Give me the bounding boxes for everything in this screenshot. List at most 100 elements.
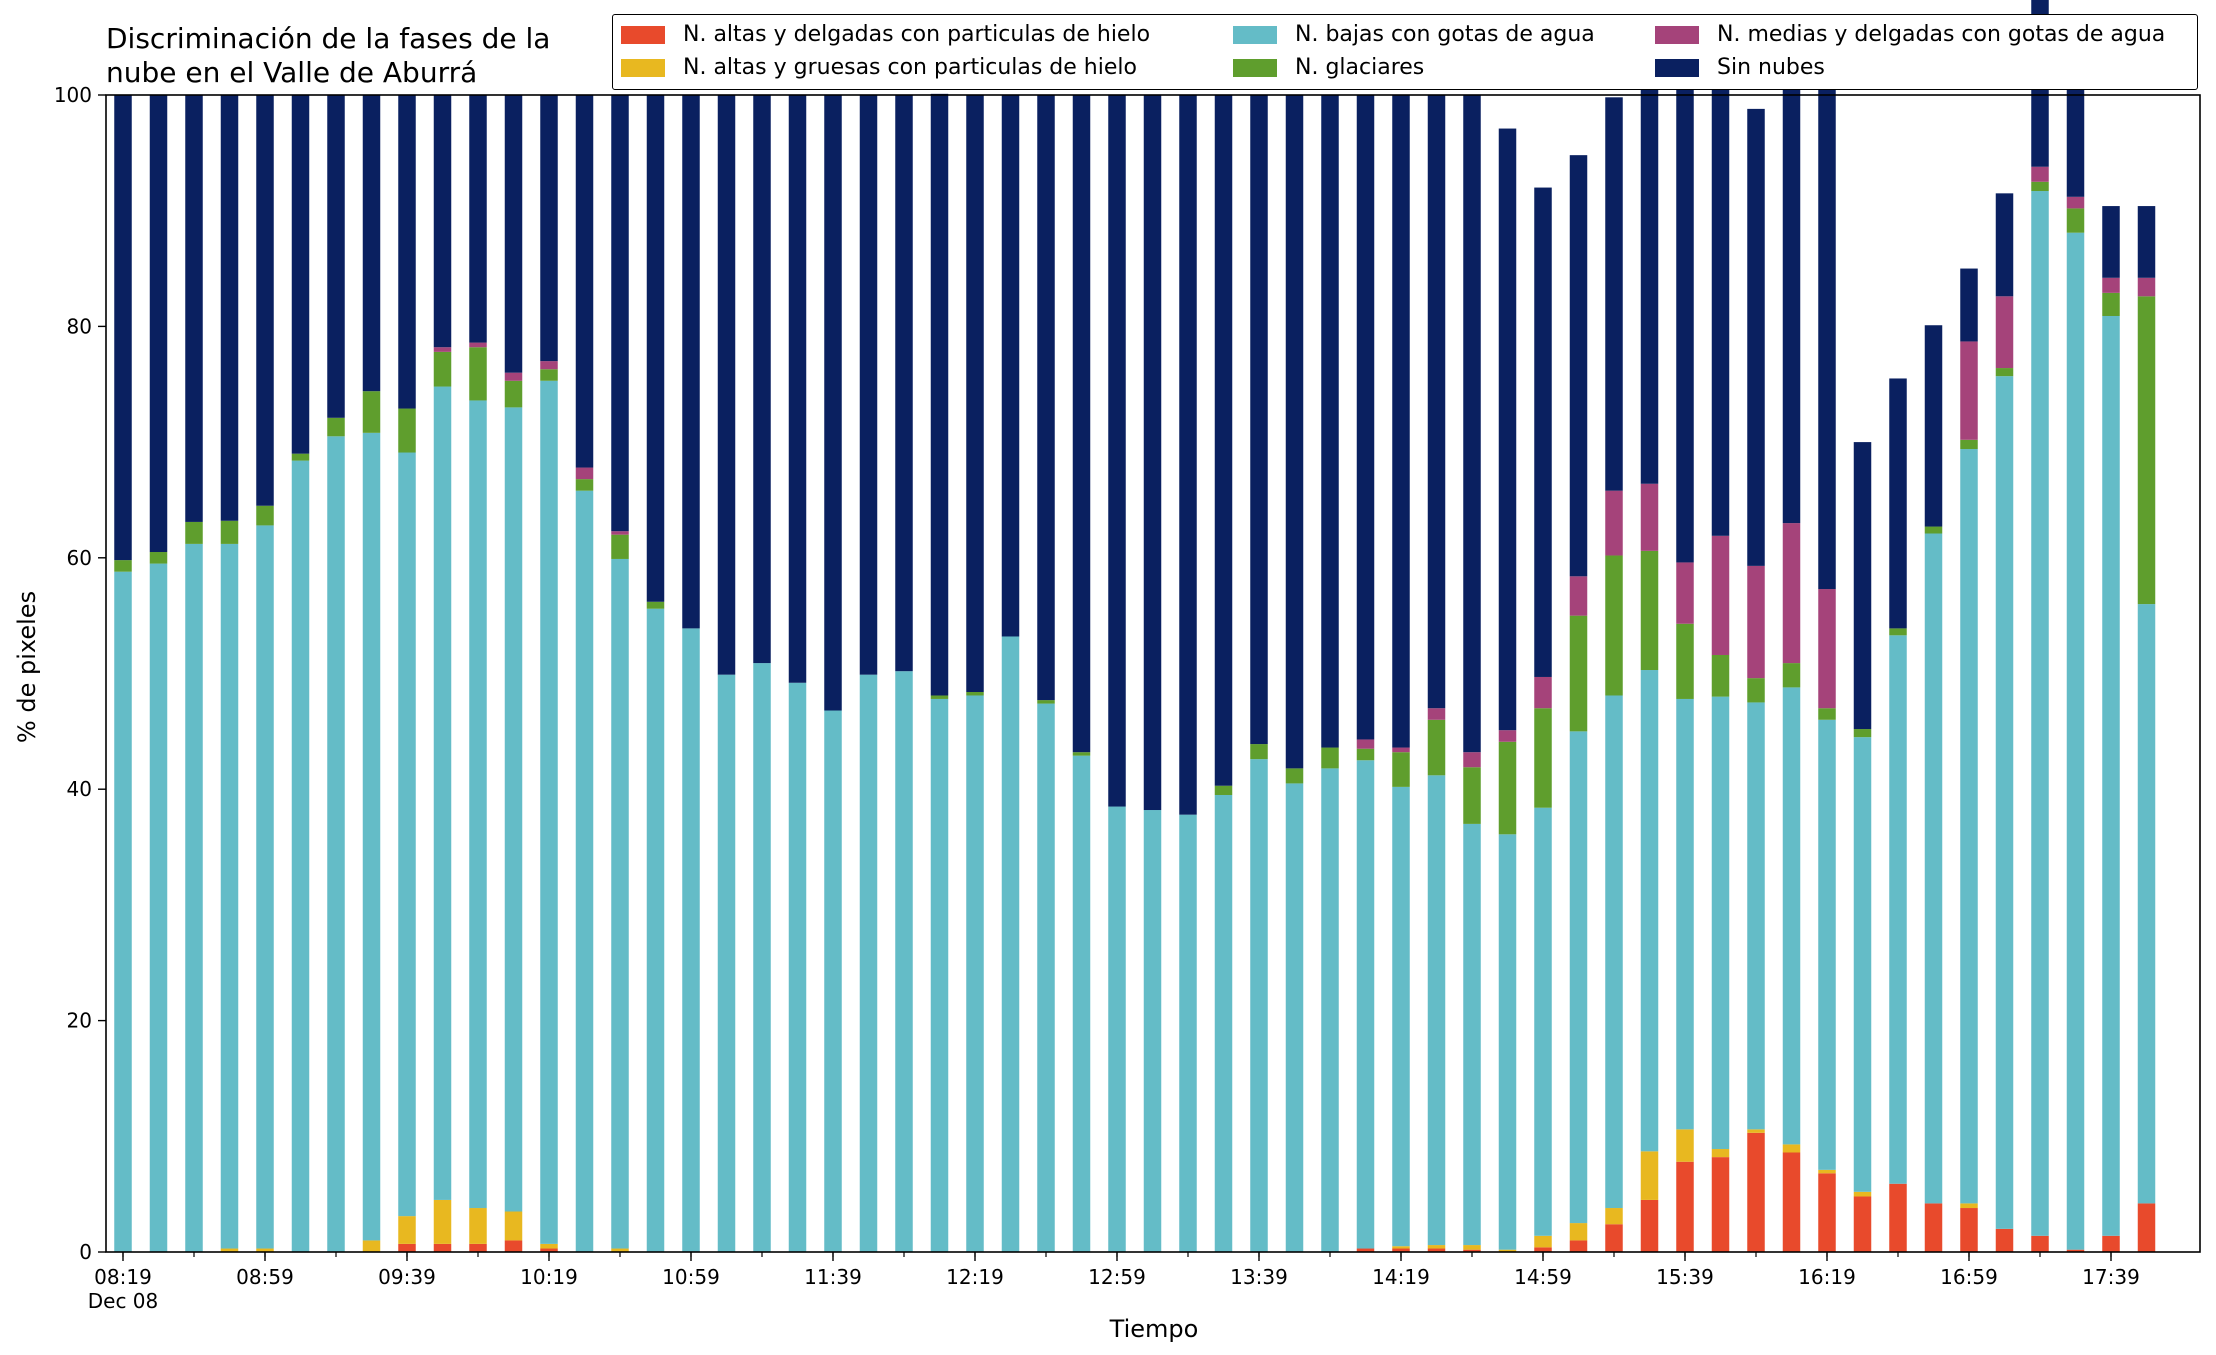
bar-segment-0-49 xyxy=(1853,1196,1872,1252)
bar-segment-5-50 xyxy=(1889,378,1907,629)
bar-segment-3-5 xyxy=(291,453,310,461)
bar-segment-4-13 xyxy=(575,467,594,480)
bar-segment-1-12 xyxy=(540,1243,558,1249)
bar-segment-5-34 xyxy=(1321,95,1339,748)
y-axis-label: % de pixeles xyxy=(13,591,41,743)
bar-segment-2-53 xyxy=(1995,376,2014,1229)
bar-segment-0-35 xyxy=(1356,1248,1375,1252)
y-tick-label: 80 xyxy=(67,314,92,338)
bar-segment-4-45 xyxy=(1711,535,1730,655)
x-tick-label: 16:59 xyxy=(1940,1265,1998,1289)
bar-segment-2-9 xyxy=(433,386,452,1200)
bar-segment-2-55 xyxy=(2066,232,2085,1250)
bar-segment-0-38 xyxy=(1463,1249,1481,1252)
bar-segment-0-12 xyxy=(540,1248,558,1252)
bar-segment-4-12 xyxy=(540,361,558,370)
bar-segment-0-36 xyxy=(1392,1248,1410,1252)
bar-segment-3-49 xyxy=(1853,729,1872,738)
bar-segment-4-48 xyxy=(1818,589,1836,709)
bar-segment-2-56 xyxy=(2102,315,2120,1236)
x-tick-label: 10:59 xyxy=(662,1265,720,1289)
bar-segment-2-14 xyxy=(611,558,629,1249)
x-axis-label: Tiempo xyxy=(1109,1315,1199,1343)
bar-segment-0-48 xyxy=(1818,1173,1836,1252)
bar-segment-3-55 xyxy=(2066,208,2085,233)
bar-segment-5-28 xyxy=(1108,95,1126,807)
legend-swatch xyxy=(1233,59,1277,77)
bar-segment-1-9 xyxy=(433,1199,452,1244)
x-tick-label: 11:39 xyxy=(804,1265,862,1289)
bar-segment-5-43 xyxy=(1640,23,1659,484)
bar-segment-5-38 xyxy=(1463,95,1481,753)
bar-segment-2-24 xyxy=(966,695,984,1252)
bar-segment-1-11 xyxy=(504,1211,523,1241)
bar-segment-5-31 xyxy=(1214,95,1233,786)
bar-segment-5-18 xyxy=(753,95,771,664)
legend: N. altas y delgadas con particulas de hi… xyxy=(612,14,2198,90)
bar-segment-5-25 xyxy=(1001,95,1020,637)
bar-segment-3-52 xyxy=(1960,439,1978,450)
bar-segment-3-8 xyxy=(398,408,416,453)
bar-segment-2-46 xyxy=(1747,702,1765,1130)
bar-segment-2-43 xyxy=(1640,670,1659,1152)
bar-segment-2-12 xyxy=(540,380,558,1244)
bar-segment-2-23 xyxy=(930,698,949,1252)
bar-segment-1-42 xyxy=(1605,1208,1623,1225)
bar-segment-2-27 xyxy=(1072,755,1091,1252)
y-tick-label: 20 xyxy=(67,1009,92,1033)
bar-segment-5-5 xyxy=(291,95,310,454)
x-tick-sublabel: Dec 08 xyxy=(88,1289,159,1313)
x-tick-label: 13:39 xyxy=(1230,1265,1288,1289)
bar-segment-1-37 xyxy=(1427,1245,1446,1249)
bar-segment-2-35 xyxy=(1356,760,1375,1249)
bar-segment-3-53 xyxy=(1995,368,2014,377)
bar-segment-3-38 xyxy=(1463,767,1481,824)
bar-segment-1-47 xyxy=(1782,1144,1801,1153)
bar-segment-2-15 xyxy=(646,608,665,1252)
bar-segment-0-46 xyxy=(1747,1132,1765,1252)
bar-segment-4-43 xyxy=(1640,483,1659,551)
bar-segment-5-1 xyxy=(149,95,168,553)
bar-segment-5-37 xyxy=(1427,95,1446,709)
bar-segment-3-10 xyxy=(469,347,487,401)
bar-segment-3-1 xyxy=(149,552,168,564)
bar-segment-5-21 xyxy=(859,95,878,675)
bar-segment-4-38 xyxy=(1463,752,1481,768)
bar-segment-3-4 xyxy=(256,505,274,526)
bar-segment-4-44 xyxy=(1676,562,1694,624)
bar-segment-5-45 xyxy=(1711,70,1730,536)
bar-segment-5-9 xyxy=(433,95,452,348)
bar-segment-3-0 xyxy=(114,560,132,572)
bar-segment-4-14 xyxy=(611,531,629,535)
bar-segment-0-47 xyxy=(1782,1152,1801,1252)
bar-segment-4-56 xyxy=(2102,277,2120,293)
bar-segment-5-46 xyxy=(1747,108,1765,566)
bar-segment-2-29 xyxy=(1143,810,1162,1252)
bar-segment-2-7 xyxy=(362,432,381,1241)
bar-segment-4-53 xyxy=(1995,296,2014,369)
bar-segment-3-57 xyxy=(2137,296,2156,605)
bar-segment-3-11 xyxy=(504,380,523,408)
bar-segment-0-52 xyxy=(1960,1208,1978,1252)
bar-segment-1-14 xyxy=(611,1248,629,1252)
bar-segment-1-10 xyxy=(469,1208,487,1244)
bar-segment-0-45 xyxy=(1711,1157,1730,1252)
bar-segment-5-3 xyxy=(220,95,239,521)
bar-segment-3-40 xyxy=(1534,708,1552,808)
bar-segment-2-17 xyxy=(717,674,736,1252)
bar-segment-5-0 xyxy=(114,95,132,561)
bar-segment-4-35 xyxy=(1356,739,1375,749)
bar-segment-3-34 xyxy=(1321,747,1339,769)
bar-segment-5-14 xyxy=(611,95,629,532)
bar-segment-2-8 xyxy=(398,452,416,1217)
bar-segment-1-40 xyxy=(1534,1235,1552,1248)
bar-segment-1-46 xyxy=(1747,1129,1765,1133)
bar-segment-5-24 xyxy=(966,95,984,693)
bar-segment-0-50 xyxy=(1889,1183,1907,1252)
bar-segment-0-41 xyxy=(1569,1240,1588,1252)
bar-segment-4-41 xyxy=(1569,576,1588,616)
bar-segment-1-49 xyxy=(1853,1191,1872,1197)
